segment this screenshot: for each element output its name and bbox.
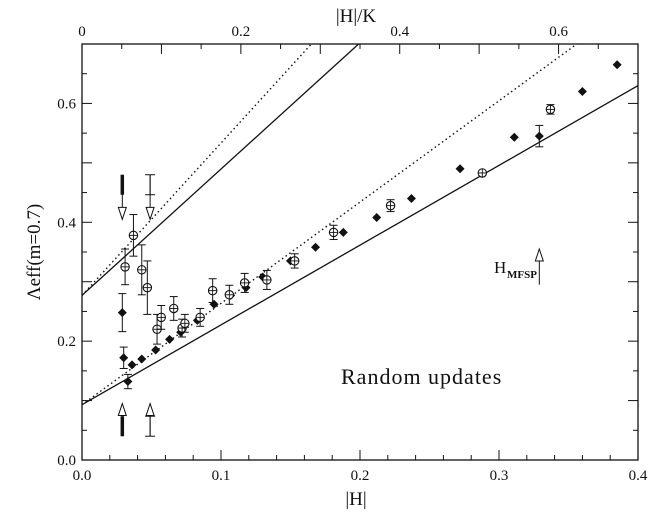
circle-point	[142, 260, 153, 315]
plot-frame	[81, 43, 639, 461]
hmfsp-subscript: MFSP	[507, 269, 537, 281]
x-tick-label: 0.2	[351, 468, 370, 484]
diamond-point	[534, 124, 544, 148]
x2-tick-label: 0.2	[231, 24, 250, 40]
diamond-point	[127, 360, 137, 370]
diamond-marker	[137, 354, 147, 364]
diamond-marker	[117, 308, 127, 318]
arrow-head	[145, 206, 155, 221]
solid-reference-line	[82, 85, 638, 406]
arrow-head	[117, 206, 128, 221]
x-tick-label: 0.1	[212, 468, 231, 484]
diamond-point	[151, 345, 161, 355]
diamond-point	[455, 164, 465, 174]
diamond-point	[577, 87, 587, 97]
diamond-marker	[372, 213, 382, 223]
diamond-marker	[338, 227, 348, 237]
y-tick-label: 0.4	[57, 215, 76, 231]
diamond-marker	[209, 299, 219, 309]
arrow-head	[117, 401, 128, 417]
circle-point	[180, 313, 190, 333]
diamond-point	[137, 354, 147, 364]
solid-reference-line	[82, 44, 360, 296]
diamond-marker	[311, 242, 321, 252]
arrow	[145, 401, 156, 437]
diamond-point	[612, 60, 622, 70]
x-tick-label: 0.3	[490, 468, 509, 484]
circle-point	[137, 244, 147, 296]
x-axis-label: |H|	[345, 489, 366, 510]
circle-point	[262, 269, 272, 290]
data-points	[117, 60, 622, 390]
hmfsp-label: H	[494, 258, 506, 277]
diamond-marker	[406, 194, 416, 204]
arrow	[534, 247, 545, 285]
circle-point	[289, 253, 300, 269]
x2-axis-label: |H|/K	[336, 6, 377, 27]
y-tick-label: 0.6	[57, 96, 76, 112]
circle-point	[328, 224, 339, 241]
circle-point	[195, 307, 205, 327]
diamond-marker	[577, 87, 587, 97]
diamond-point	[372, 213, 382, 223]
arrow	[117, 174, 128, 221]
diamond-point	[117, 293, 127, 333]
x2-tick-label: 0.6	[549, 24, 568, 40]
diamond-marker	[119, 353, 129, 363]
arrow-head	[145, 401, 155, 417]
arrow-head	[534, 247, 545, 262]
x-tick-label: 0.0	[73, 468, 92, 484]
circle-point	[545, 104, 556, 115]
circle-point	[120, 248, 130, 286]
diamond-marker	[455, 164, 465, 174]
y-tick-label: 0.0	[57, 453, 76, 469]
diamond-point	[509, 132, 519, 142]
diamond-marker	[151, 345, 161, 355]
circle-point	[224, 284, 235, 305]
diamond-marker	[165, 334, 175, 344]
diamond-point	[209, 299, 219, 309]
random-updates-label: Random updates	[341, 364, 502, 389]
dotted-reference-line	[82, 44, 312, 296]
circle-point	[156, 304, 166, 330]
arrows	[117, 174, 545, 437]
diamond-marker	[123, 377, 133, 387]
x2-tick-label: 0	[78, 24, 86, 40]
arrow	[145, 174, 156, 221]
diamond-point	[338, 227, 348, 237]
arrow	[117, 401, 128, 437]
circle-point	[207, 278, 218, 304]
circle-point	[385, 199, 396, 213]
circle-point	[477, 168, 488, 178]
y-axis-label: Λeff(m=0.7)	[24, 204, 45, 300]
diamond-marker	[127, 360, 137, 370]
dotted-reference-line	[82, 44, 578, 406]
diamond-point	[311, 242, 321, 252]
circle-point	[128, 214, 139, 257]
diamond-marker	[534, 131, 544, 141]
diamond-point	[119, 346, 129, 369]
diamond-marker	[509, 132, 519, 142]
axis-ticks: 0.0 0.1 0.2 0.3 0.4 0 0.2 0.4 0.6 0.0 0.2 0.4 0.6	[57, 24, 648, 484]
diamond-point	[406, 194, 416, 204]
reference-lines	[82, 44, 638, 406]
circle-point	[239, 272, 250, 293]
x-tick-label: 0.4	[629, 468, 648, 484]
diamond-marker	[612, 60, 622, 70]
x2-tick-label: 0.4	[390, 24, 409, 40]
circle-point	[168, 296, 179, 321]
y-tick-label: 0.2	[57, 334, 76, 350]
diamond-point	[165, 334, 175, 344]
diamond-point	[123, 373, 133, 390]
